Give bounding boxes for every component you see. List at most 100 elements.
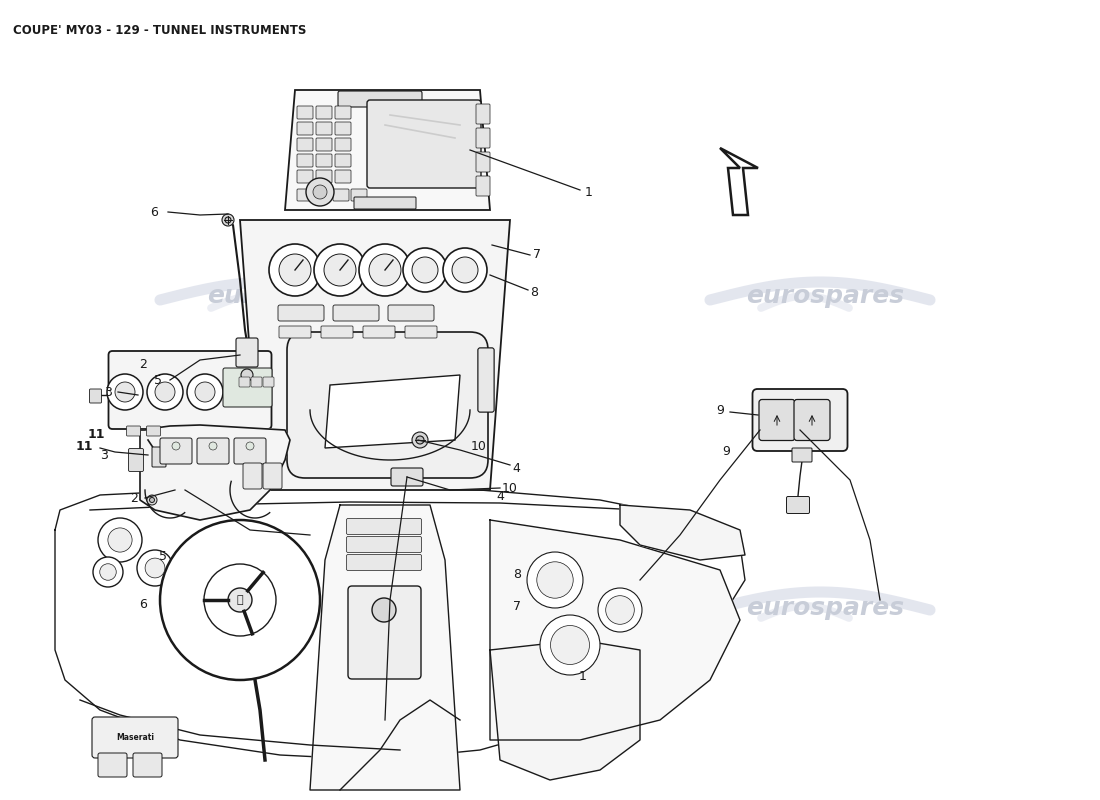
FancyBboxPatch shape <box>476 128 490 148</box>
Text: 1: 1 <box>585 186 593 199</box>
Circle shape <box>550 626 590 665</box>
Circle shape <box>160 520 320 680</box>
FancyBboxPatch shape <box>346 554 421 570</box>
FancyBboxPatch shape <box>243 463 262 489</box>
Text: 4: 4 <box>496 490 505 502</box>
Text: 5: 5 <box>158 550 167 562</box>
FancyBboxPatch shape <box>297 189 313 201</box>
FancyBboxPatch shape <box>316 106 332 119</box>
Circle shape <box>403 248 447 292</box>
FancyBboxPatch shape <box>287 332 488 478</box>
Text: 5: 5 <box>154 374 162 386</box>
FancyBboxPatch shape <box>236 338 258 367</box>
Circle shape <box>116 382 135 402</box>
FancyBboxPatch shape <box>336 138 351 151</box>
Circle shape <box>314 244 366 296</box>
FancyBboxPatch shape <box>759 399 795 441</box>
FancyBboxPatch shape <box>390 468 424 486</box>
FancyBboxPatch shape <box>333 305 380 321</box>
Polygon shape <box>140 425 290 520</box>
Circle shape <box>150 498 154 502</box>
Text: eurospares: eurospares <box>746 596 904 620</box>
FancyBboxPatch shape <box>752 389 847 451</box>
Text: 7: 7 <box>513 600 521 613</box>
FancyBboxPatch shape <box>792 448 812 462</box>
FancyBboxPatch shape <box>476 176 490 196</box>
FancyBboxPatch shape <box>363 326 395 338</box>
FancyBboxPatch shape <box>109 351 272 429</box>
FancyBboxPatch shape <box>316 170 332 183</box>
Circle shape <box>359 244 411 296</box>
Circle shape <box>279 254 311 286</box>
FancyBboxPatch shape <box>351 189 367 201</box>
FancyBboxPatch shape <box>263 463 282 489</box>
Circle shape <box>368 254 402 286</box>
FancyBboxPatch shape <box>297 122 313 135</box>
FancyBboxPatch shape <box>297 138 313 151</box>
Text: eurospares: eurospares <box>207 596 365 620</box>
Circle shape <box>195 382 214 402</box>
FancyBboxPatch shape <box>316 154 332 167</box>
FancyBboxPatch shape <box>336 122 351 135</box>
Circle shape <box>443 248 487 292</box>
Polygon shape <box>720 148 758 215</box>
Polygon shape <box>240 220 510 490</box>
Circle shape <box>306 178 334 206</box>
Circle shape <box>270 244 321 296</box>
FancyBboxPatch shape <box>92 717 178 758</box>
Circle shape <box>228 588 252 612</box>
Circle shape <box>222 214 234 226</box>
Circle shape <box>452 257 478 283</box>
FancyBboxPatch shape <box>786 497 810 514</box>
FancyBboxPatch shape <box>346 537 421 553</box>
Text: Maserati: Maserati <box>116 733 154 742</box>
Polygon shape <box>285 90 490 210</box>
Text: ⑊: ⑊ <box>236 595 243 605</box>
FancyBboxPatch shape <box>338 91 422 107</box>
FancyBboxPatch shape <box>321 326 353 338</box>
FancyBboxPatch shape <box>478 348 494 412</box>
FancyBboxPatch shape <box>388 305 434 321</box>
Text: 11: 11 <box>88 428 106 441</box>
Text: eurospares: eurospares <box>746 284 904 308</box>
Circle shape <box>412 257 438 283</box>
Circle shape <box>246 442 254 450</box>
Text: 10: 10 <box>502 482 518 494</box>
FancyBboxPatch shape <box>146 426 161 436</box>
Text: 8: 8 <box>530 286 538 298</box>
Text: 10: 10 <box>471 440 486 453</box>
Text: 7: 7 <box>534 249 541 262</box>
Circle shape <box>138 550 173 586</box>
Polygon shape <box>620 505 745 560</box>
FancyBboxPatch shape <box>336 106 351 119</box>
Circle shape <box>537 562 573 598</box>
Circle shape <box>98 518 142 562</box>
Circle shape <box>94 557 123 587</box>
FancyBboxPatch shape <box>278 305 324 321</box>
FancyBboxPatch shape <box>98 753 126 777</box>
FancyBboxPatch shape <box>152 447 166 467</box>
FancyBboxPatch shape <box>367 100 481 188</box>
Circle shape <box>241 369 253 381</box>
FancyBboxPatch shape <box>297 170 313 183</box>
Circle shape <box>187 374 223 410</box>
Circle shape <box>226 217 231 223</box>
FancyBboxPatch shape <box>794 399 830 441</box>
Circle shape <box>606 596 635 624</box>
FancyBboxPatch shape <box>297 154 313 167</box>
Circle shape <box>324 254 356 286</box>
Text: 2: 2 <box>139 358 147 370</box>
FancyBboxPatch shape <box>315 189 331 201</box>
Text: eurospares: eurospares <box>207 284 365 308</box>
FancyBboxPatch shape <box>89 389 101 403</box>
FancyBboxPatch shape <box>197 438 229 464</box>
Circle shape <box>100 564 117 580</box>
Circle shape <box>108 528 132 552</box>
FancyBboxPatch shape <box>346 518 421 534</box>
Text: 4: 4 <box>512 462 520 474</box>
Circle shape <box>204 564 276 636</box>
FancyBboxPatch shape <box>336 154 351 167</box>
Circle shape <box>147 495 157 505</box>
Circle shape <box>172 442 180 450</box>
Circle shape <box>155 382 175 402</box>
